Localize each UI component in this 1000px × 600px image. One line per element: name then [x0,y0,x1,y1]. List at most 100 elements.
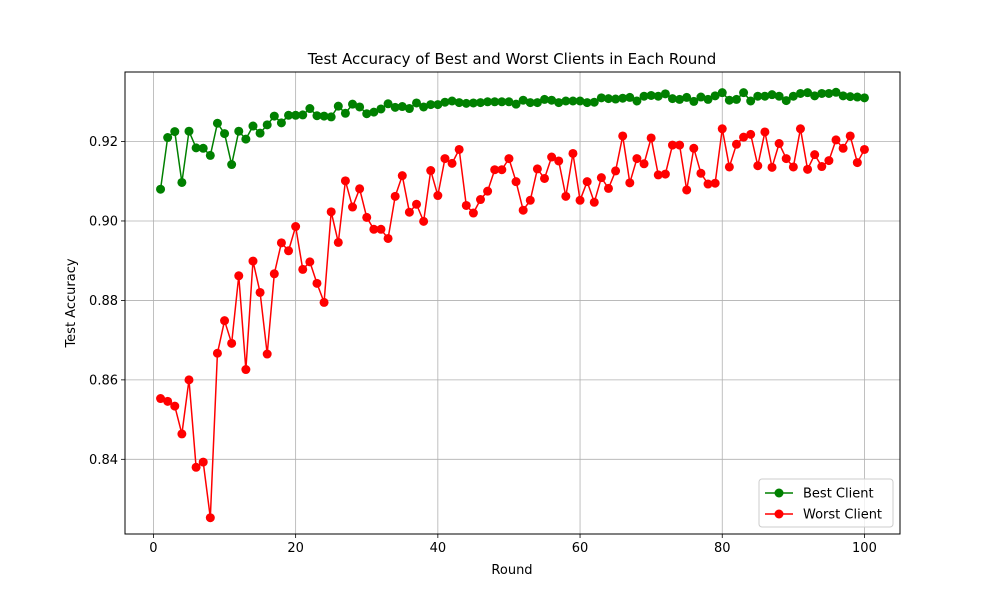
data-point-worst-client [774,139,784,148]
data-point-worst-client [547,152,557,162]
legend-label-worst-client: Worst Client [803,508,882,523]
data-point-worst-client [298,264,308,274]
data-point-worst-client [532,164,542,174]
data-point-best-client [653,91,663,101]
data-point-best-client [710,91,720,101]
data-point-worst-client [348,202,358,212]
data-point-best-client [554,98,564,108]
data-point-worst-client [340,176,350,186]
y-tick-label: 0.88 [89,294,118,309]
data-point-worst-client [831,135,841,145]
data-point-worst-client [227,338,237,348]
data-point-best-client [717,88,727,98]
data-point-worst-client [177,429,187,439]
data-point-worst-client [596,173,606,183]
data-point-worst-client [632,154,642,164]
data-point-best-client [184,126,194,136]
data-point-worst-client [696,168,706,178]
data-point-worst-client [753,161,763,171]
legend-label-best-client: Best Client [803,487,874,502]
data-point-best-client [170,127,180,137]
data-point-best-client [859,93,869,103]
data-point-worst-client [156,394,166,404]
data-point-worst-client [568,148,578,158]
data-point-worst-client [454,144,464,154]
data-point-worst-client [682,185,692,195]
data-point-best-client [753,91,763,101]
data-point-worst-client [710,178,720,188]
data-point-worst-client [184,375,194,385]
y-axis-label: Test Accuracy [64,258,79,348]
data-point-worst-client [703,179,713,189]
data-point-worst-client [803,164,813,174]
data-point-worst-client [717,124,727,134]
data-point-best-client [639,91,649,101]
data-point-best-client [838,91,848,101]
x-tick-label: 40 [430,541,447,556]
data-point-worst-client [845,131,855,141]
data-point-worst-client [447,158,457,168]
data-point-best-client [497,97,507,107]
data-point-best-client [476,98,485,108]
data-point-worst-client [319,297,329,307]
data-point-worst-client [859,144,869,154]
data-point-best-client [220,129,230,139]
y-axis-ticks: 0.84 0.86 0.88 0.90 0.92 [89,135,125,468]
data-point-best-client [525,98,535,108]
data-point-worst-client [163,396,173,406]
data-point-worst-client [653,170,663,180]
data-point-best-client [305,104,315,114]
data-point-worst-client [490,165,500,175]
data-point-best-client [767,90,777,100]
data-point-worst-client [468,208,478,218]
data-point-worst-client [497,165,507,175]
data-point-worst-client [390,191,400,201]
data-point-best-client [696,92,706,102]
data-point-worst-client [639,159,649,169]
plot-frame [124,71,901,535]
data-point-best-client [468,98,478,108]
data-point-worst-client [433,191,443,201]
data-point-best-client [362,109,372,119]
data-point-worst-client [369,224,379,234]
data-point-worst-client [205,513,215,523]
data-point-best-client [810,91,820,101]
data-point-best-client [667,94,677,104]
data-point-best-client [198,143,208,153]
data-point-best-client [603,94,613,104]
data-point-worst-client [333,237,343,247]
data-point-worst-client [525,195,535,205]
data-point-best-client [291,110,301,120]
data-point-worst-client [575,195,585,205]
data-point-best-client [440,97,450,107]
data-point-best-client [205,150,215,160]
data-point-worst-client [419,216,429,226]
legend-box [758,478,894,528]
x-tick-label: 0 [149,541,157,556]
legend-marker-worst-client [774,509,784,519]
data-point-best-client [532,98,542,108]
data-point-best-client [824,88,834,98]
data-point-best-client [774,91,784,101]
data-point-best-client [568,96,578,106]
data-point-worst-client [518,205,528,215]
data-point-worst-client [767,162,777,172]
data-point-worst-client [255,287,265,297]
data-point-best-client [582,98,592,108]
data-point-best-client [348,99,358,109]
data-point-worst-client [603,183,613,193]
data-point-best-client [561,96,571,106]
data-point-best-client [831,87,841,97]
y-tick-label: 0.86 [89,373,118,388]
data-point-worst-client [376,224,386,234]
data-point-best-client [575,96,585,106]
data-point-best-client [547,95,557,105]
data-point-best-client [397,102,407,112]
data-point-best-client [817,88,827,98]
data-point-worst-client [810,150,820,160]
data-point-best-client [596,93,606,103]
data-point-best-client [212,118,222,128]
data-point-best-client [262,120,272,130]
data-point-worst-client [739,132,749,142]
data-point-best-client [788,91,798,101]
